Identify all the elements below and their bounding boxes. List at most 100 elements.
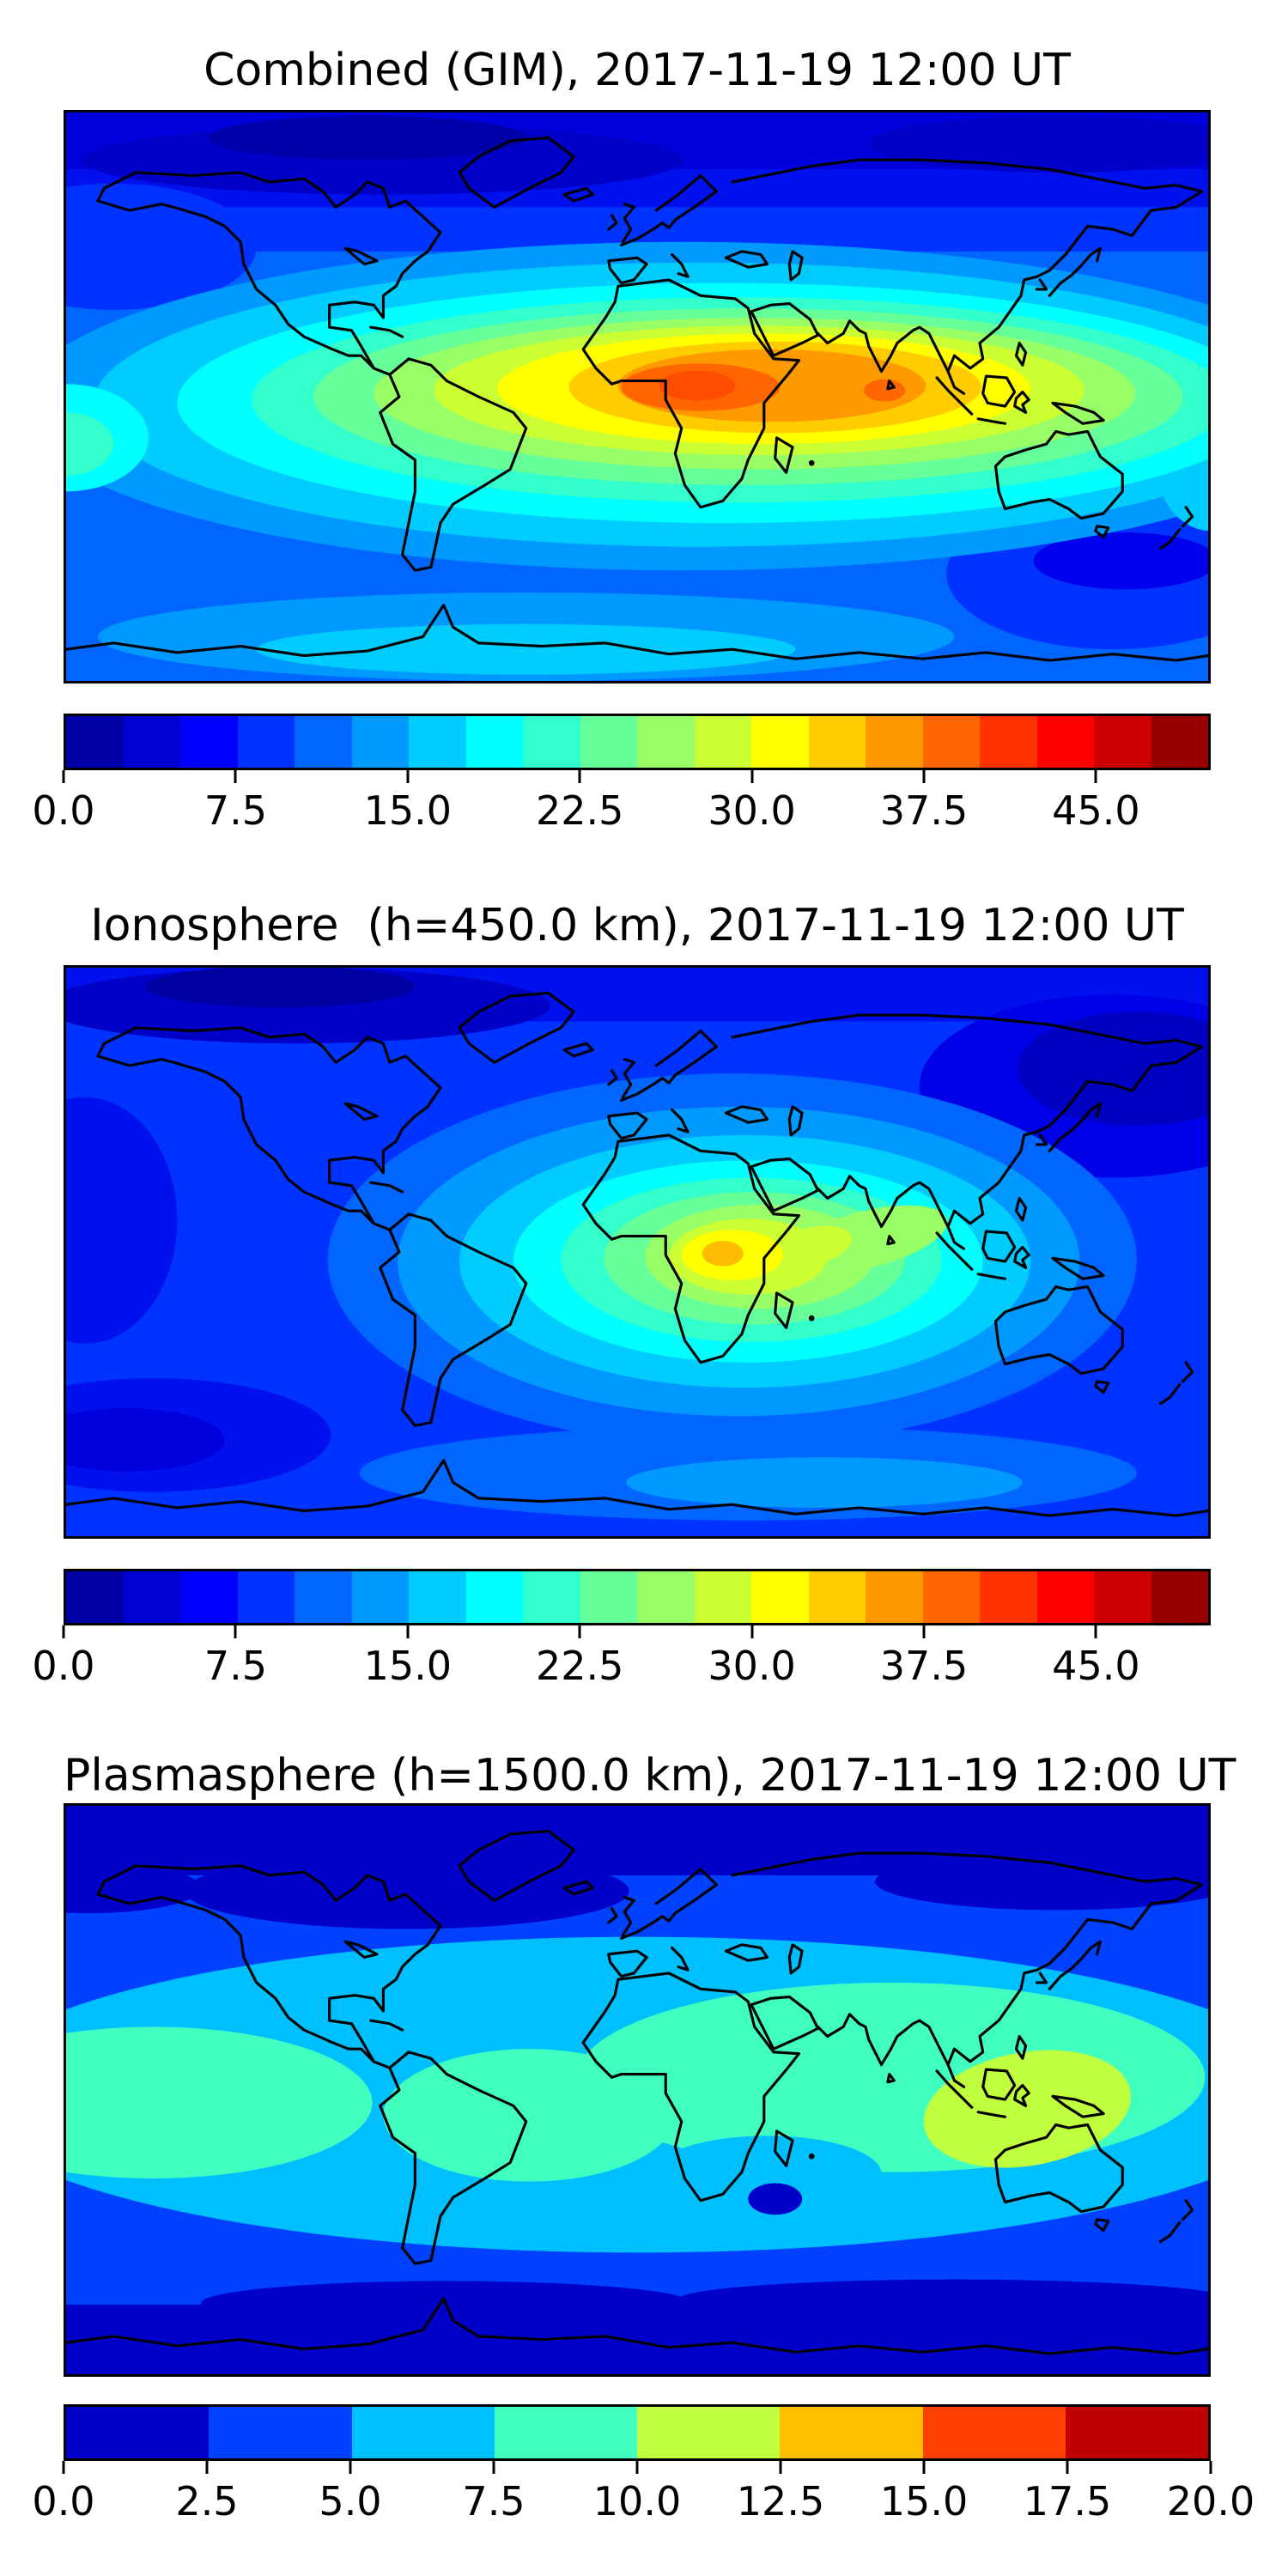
colorbar-tick-label: 30.0 (708, 787, 796, 834)
colorbar-segment (409, 716, 466, 768)
colorbar-tick-mark (406, 770, 410, 783)
colorbar-tick-mark (1209, 2461, 1212, 2474)
colorbar-tick-mark (750, 1625, 754, 1638)
colorbar-segment (523, 1571, 580, 1623)
colorbar-segment (465, 716, 523, 768)
colorbar-segment (580, 1571, 637, 1623)
colorbar-segment (637, 2407, 781, 2458)
colorbar-tick-label: 2.5 (175, 2478, 239, 2524)
panel-2-map-frame (64, 965, 1211, 1539)
colorbar-segment (351, 1571, 409, 1623)
panel-3-title: Plasmasphere (h=1500.0 km), 2017-11-19 1… (64, 1750, 1236, 1801)
colorbar-tick-mark (922, 1625, 926, 1638)
colorbar-segment (351, 2407, 495, 2458)
panel-1-map-frame (64, 110, 1211, 683)
panel-3-colorbar (64, 2404, 1211, 2461)
colorbar-tick-mark (492, 2461, 495, 2474)
colorbar-segment (694, 1571, 751, 1623)
colorbar-segment (922, 1571, 980, 1623)
colorbar-segment (1036, 1571, 1094, 1623)
colorbar-tick-label: 7.5 (204, 1643, 267, 1689)
colorbar-segment (66, 2407, 210, 2458)
colorbar-segment (1036, 716, 1094, 768)
colorbar-segment (1151, 716, 1208, 768)
contour-bands (66, 1806, 1208, 2374)
colorbar-tick-label: 7.5 (204, 787, 267, 834)
colorbar-tick-mark (62, 770, 65, 783)
colorbar-tick-mark (750, 770, 754, 783)
world-contour-map-ionosphere (66, 968, 1208, 1536)
colorbar-segment (1094, 1571, 1151, 1623)
colorbar-tick-mark (1094, 1625, 1097, 1638)
colorbar-tick-label: 37.5 (879, 1643, 969, 1689)
colorbar-tick-mark (62, 1625, 65, 1638)
panel-1-colorbar (64, 714, 1211, 770)
colorbar-tick-label: 17.5 (1023, 2478, 1112, 2524)
colorbar-segment (808, 716, 866, 768)
colorbar-tick-label: 15.0 (363, 787, 453, 834)
colorbar-segment (66, 716, 124, 768)
colorbar-tick-label: 22.5 (535, 1643, 624, 1689)
colorbar-tick-mark (349, 2461, 352, 2474)
colorbar-tick-mark (1094, 770, 1097, 783)
colorbar-segment (808, 1571, 866, 1623)
colorbar-tick-label: 22.5 (535, 787, 624, 834)
colorbar-segment (237, 1571, 295, 1623)
colorbar-tick-mark (578, 1625, 581, 1638)
panel-2-colorbar-labels: 0.0 7.5 15.0 22.5 30.0 37.5 45.0 (32, 1643, 1211, 1692)
world-contour-map-combined (66, 112, 1208, 681)
colorbar-segment (1151, 1571, 1208, 1623)
colorbar-segment (523, 716, 580, 768)
colorbar-segment (637, 1571, 695, 1623)
colorbar-tick-mark (406, 1625, 410, 1638)
panel-2-colorbar-ticks (62, 1625, 1211, 1638)
colorbar-tick-mark (62, 2461, 65, 2474)
colorbar-tick-mark (234, 1625, 237, 1638)
panel-1-title: Combined (GIM), 2017-11-19 12:00 UT (204, 45, 1071, 96)
colorbar-segment (1065, 2407, 1208, 2458)
colorbar-segment (180, 1571, 238, 1623)
colorbar-segment (922, 716, 980, 768)
colorbar-tick-label: 0.0 (32, 787, 95, 834)
panel-1-colorbar-labels: 0.0 7.5 15.0 22.5 30.0 37.5 45.0 (32, 787, 1211, 836)
colorbar-segment (237, 716, 295, 768)
world-contour-map-plasmasphere (66, 1806, 1208, 2374)
colorbar-tick-label: 30.0 (708, 1643, 796, 1689)
contour-bands (66, 968, 1208, 1536)
colorbar-tick-label: 12.5 (736, 2478, 825, 2524)
colorbar-tick-label: 0.0 (32, 2478, 95, 2524)
colorbar-tick-label: 10.0 (592, 2478, 682, 2524)
colorbar-segment (751, 716, 809, 768)
colorbar-tick-mark (779, 2461, 782, 2474)
colorbar-segment (866, 1571, 923, 1623)
colorbar-segment (637, 716, 695, 768)
panel-3-colorbar-ticks (62, 2461, 1212, 2474)
colorbar-segment (980, 716, 1037, 768)
colorbar-segment (494, 2407, 637, 2458)
colorbar-segment (580, 716, 637, 768)
colorbar-tick-mark (205, 2461, 209, 2474)
colorbar-segment (866, 716, 923, 768)
colorbar-segment (123, 1571, 180, 1623)
colorbar-segment (409, 1571, 466, 1623)
panel-1-colorbar-ticks (62, 770, 1211, 783)
colorbar-segment (780, 2407, 923, 2458)
colorbar-segment (295, 1571, 352, 1623)
colorbar-tick-label: 0.0 (32, 1643, 95, 1689)
panel-2-title: Ionosphere (h=450.0 km), 2017-11-19 12:0… (90, 900, 1184, 951)
colorbar-segment (66, 1571, 124, 1623)
contour-bands (66, 112, 1208, 681)
colorbar-tick-label: 45.0 (1052, 787, 1140, 834)
colorbar-tick-label: 5.0 (319, 2478, 382, 2524)
colorbar-segment (1094, 716, 1151, 768)
colorbar-tick-mark (578, 770, 581, 783)
colorbar-segment (694, 716, 751, 768)
colorbar-tick-mark (234, 770, 237, 783)
colorbar-segment (465, 1571, 523, 1623)
panel-3-colorbar-labels: 0.0 2.5 5.0 7.5 10.0 12.5 15.0 17.5 20.0 (32, 2478, 1255, 2527)
panel-3-map-frame (64, 1803, 1211, 2377)
colorbar-segment (351, 716, 409, 768)
colorbar-tick-label: 7.5 (462, 2478, 526, 2524)
colorbar-tick-label: 45.0 (1052, 1643, 1140, 1689)
